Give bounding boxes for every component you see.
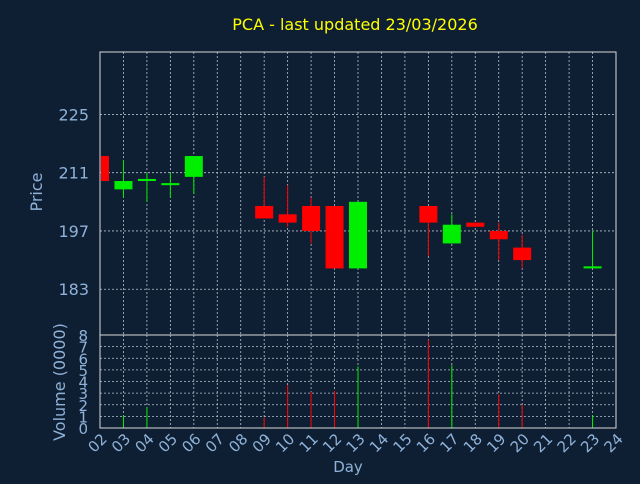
candle-body — [349, 201, 367, 269]
x-tick-label: 02 — [85, 430, 111, 456]
candle-body — [278, 214, 297, 223]
x-tick-labels: 0203040506070809101112131415161718192021… — [85, 430, 627, 456]
volume-tick-label: 5 — [78, 362, 88, 380]
x-tick-label: 15 — [389, 430, 415, 456]
x-tick-label: 23 — [577, 430, 603, 456]
volume-panel-frame — [99, 334, 617, 429]
x-tick-label: 22 — [554, 430, 580, 456]
candle-body — [419, 205, 438, 223]
x-tick-label: 21 — [530, 430, 556, 456]
x-tick-label: 06 — [178, 430, 204, 456]
price-grid — [100, 52, 616, 335]
price-tick-label: 211 — [58, 164, 89, 183]
candles — [99, 156, 602, 269]
candle-body — [101, 156, 109, 182]
volume-tick-label: 7 — [78, 339, 88, 357]
x-tick-label: 04 — [131, 430, 157, 456]
x-tick-label: 17 — [436, 430, 462, 456]
x-tick-label: 10 — [272, 430, 298, 456]
volume-tick-label: 2 — [78, 397, 88, 415]
x-tick-label: 14 — [366, 430, 392, 456]
x-tick-label: 12 — [319, 430, 345, 456]
candle-body — [184, 156, 203, 177]
volume-tick-label: 6 — [78, 350, 88, 368]
x-tick-label: 05 — [155, 430, 181, 456]
x-tick-label: 24 — [601, 430, 627, 456]
candle-body — [583, 266, 602, 269]
x-tick-label: 11 — [296, 430, 322, 456]
candle-body — [513, 247, 532, 261]
candle-body — [489, 230, 508, 240]
price-axis-label: Price — [27, 172, 46, 211]
candle-body — [302, 205, 321, 231]
x-tick-label: 18 — [460, 430, 486, 456]
candle-body — [466, 222, 485, 227]
volume-axis-label: Volume (0000) — [50, 323, 69, 441]
x-tick-label: 20 — [507, 430, 533, 456]
x-tick-label: 07 — [202, 430, 228, 456]
volume-bars — [122, 339, 594, 428]
volume-tick-label: 0 — [78, 420, 88, 438]
price-tick-label: 225 — [58, 105, 89, 124]
price-tick-labels: 183 197 211 225 — [58, 105, 89, 299]
candle-body — [161, 183, 180, 186]
volume-tick-label: 8 — [78, 327, 88, 345]
candle-body — [255, 205, 274, 219]
x-tick-label: 13 — [343, 430, 369, 456]
candle-body — [325, 205, 344, 269]
x-tick-label: 08 — [225, 430, 251, 456]
x-tick-label: 16 — [413, 430, 439, 456]
x-tick-label: 09 — [249, 430, 275, 456]
price-tick-label: 197 — [58, 222, 89, 241]
candle-body — [114, 181, 133, 190]
x-axis-label: Day — [333, 458, 363, 476]
volume-tick-label: 4 — [78, 374, 88, 392]
chart-title: PCA - last updated 23/03/2026 — [232, 15, 478, 34]
volume-tick-label: 1 — [78, 408, 88, 426]
volume-tick-label: 3 — [78, 385, 88, 403]
x-tick-label: 19 — [483, 430, 509, 456]
candle-body — [442, 224, 461, 244]
candle-body — [137, 178, 156, 182]
x-tick-label: 03 — [108, 430, 134, 456]
price-tick-label: 183 — [58, 280, 89, 299]
